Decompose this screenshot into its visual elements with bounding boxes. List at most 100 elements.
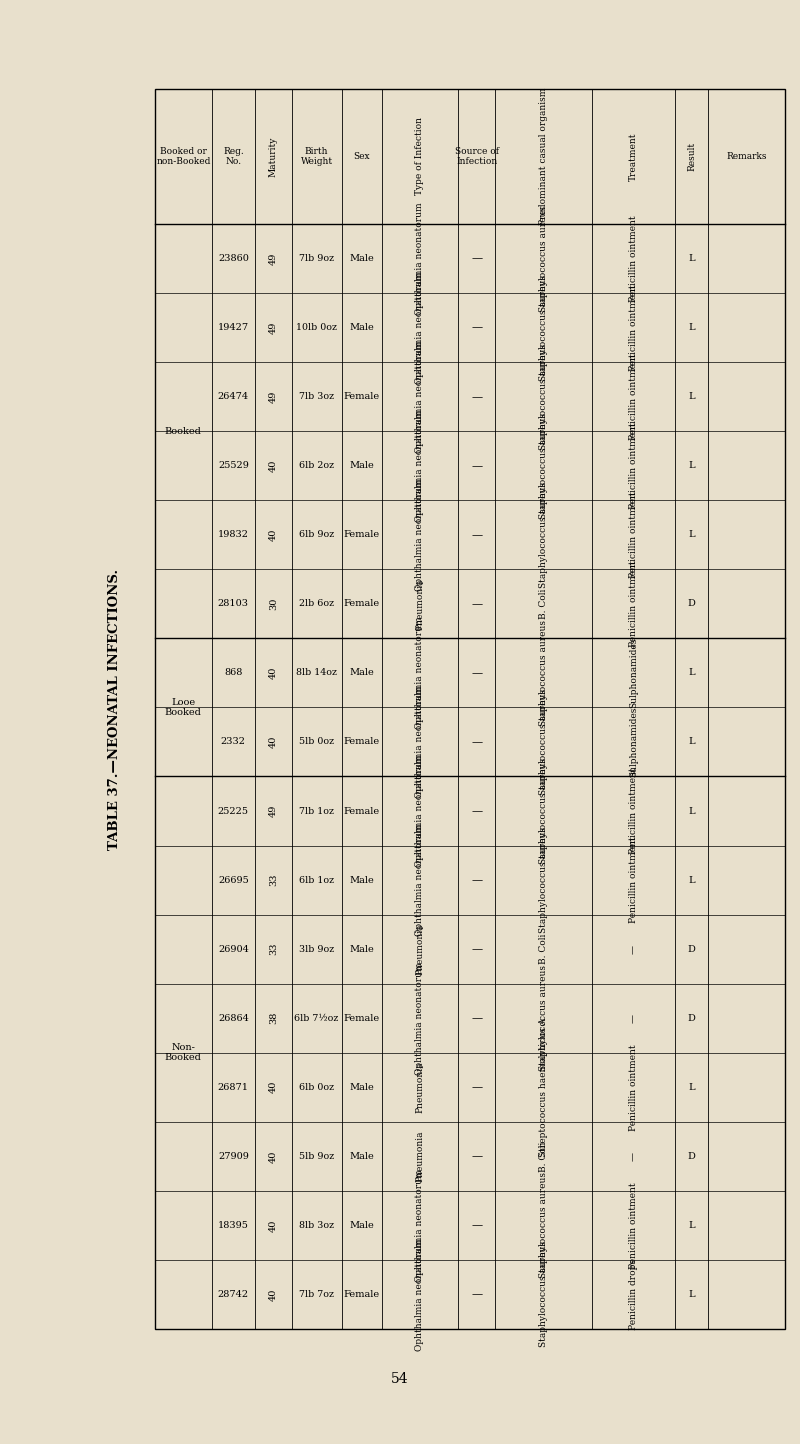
Text: Penicillin ointment: Penicillin ointment	[629, 1183, 638, 1269]
Text: Remarks: Remarks	[726, 152, 767, 160]
Text: D: D	[688, 599, 696, 608]
Text: L: L	[688, 1289, 695, 1300]
Text: —: —	[471, 669, 482, 677]
Text: 30: 30	[269, 598, 278, 609]
Text: Staphylococcus aureus: Staphylococcus aureus	[539, 413, 548, 518]
Text: 38: 38	[269, 1012, 278, 1024]
Text: Staphylococcus aureus: Staphylococcus aureus	[539, 965, 548, 1071]
Text: Male: Male	[350, 323, 374, 332]
Text: 6lb 7½oz: 6lb 7½oz	[294, 1014, 339, 1022]
Text: —: —	[471, 391, 482, 401]
Text: Female: Female	[344, 599, 380, 608]
Text: Sulphonamides: Sulphonamides	[629, 638, 638, 708]
Text: D: D	[688, 1152, 696, 1161]
Text: Reg.
No.: Reg. No.	[223, 147, 244, 166]
Text: 40: 40	[269, 1082, 278, 1093]
Text: L: L	[688, 393, 695, 401]
Text: Penicillin ointment: Penicillin ointment	[629, 491, 638, 578]
Text: 49: 49	[269, 322, 278, 334]
Text: L: L	[688, 669, 695, 677]
Text: Staphylococcus aureus: Staphylococcus aureus	[539, 619, 548, 726]
Text: Type of Infection: Type of Infection	[415, 117, 425, 195]
Text: —: —	[471, 1014, 482, 1024]
Text: 40: 40	[269, 1151, 278, 1162]
Text: Ophthalmia neonatorum: Ophthalmia neonatorum	[415, 686, 425, 799]
Text: Ophthalmia neonatorum: Ophthalmia neonatorum	[415, 1238, 425, 1350]
Text: L: L	[688, 738, 695, 747]
Text: —: —	[471, 461, 482, 471]
Text: Penicillin ointment: Penicillin ointment	[629, 354, 638, 440]
Text: 19832: 19832	[218, 530, 249, 539]
Text: 19427: 19427	[218, 323, 249, 332]
Text: Booked or
non-Booked: Booked or non-Booked	[156, 147, 210, 166]
Text: 23860: 23860	[218, 254, 249, 263]
Text: Male: Male	[350, 1083, 374, 1092]
Text: Ophthalmia neonatorum: Ophthalmia neonatorum	[415, 1170, 425, 1282]
Text: 33: 33	[269, 943, 278, 956]
Text: —: —	[629, 944, 638, 953]
Text: —: —	[471, 599, 482, 609]
Text: Staphylococcus aureus: Staphylococcus aureus	[539, 758, 548, 864]
Text: Male: Male	[350, 254, 374, 263]
Text: L: L	[688, 323, 695, 332]
Text: Ophthalmia neonatorum: Ophthalmia neonatorum	[415, 962, 425, 1074]
Text: —: —	[629, 1152, 638, 1161]
Text: Treatment: Treatment	[629, 133, 638, 180]
Text: Non-
Booked: Non- Booked	[165, 1043, 202, 1063]
Text: 6lb 9oz: 6lb 9oz	[299, 530, 334, 539]
Text: Ophthalmia neonatorum: Ophthalmia neonatorum	[415, 410, 425, 523]
Text: 26904: 26904	[218, 944, 249, 953]
Text: Sulphonamides: Sulphonamides	[629, 706, 638, 777]
Text: 40: 40	[269, 1288, 278, 1301]
Text: Pneumonia: Pneumonia	[415, 923, 425, 975]
Text: Pneumonia: Pneumonia	[415, 1131, 425, 1183]
Text: Booked: Booked	[165, 426, 202, 436]
Text: Penicillin drops: Penicillin drops	[629, 1259, 638, 1330]
Text: Staphylococcus aureus: Staphylococcus aureus	[539, 274, 548, 381]
Text: Penicillin ointment: Penicillin ointment	[629, 836, 638, 923]
Text: Female: Female	[344, 1014, 380, 1022]
Text: 5lb 9oz: 5lb 9oz	[299, 1152, 334, 1161]
Text: 40: 40	[269, 529, 278, 542]
Text: 54: 54	[391, 1372, 409, 1386]
Text: D: D	[688, 1014, 696, 1022]
Text: Streptococcus haemolyticus A: Streptococcus haemolyticus A	[539, 1018, 548, 1157]
Text: —: —	[629, 1014, 638, 1022]
Text: Staphylococcus aureus: Staphylococcus aureus	[539, 827, 548, 933]
Text: 26695: 26695	[218, 875, 249, 885]
Text: Female: Female	[344, 807, 380, 816]
Text: 10lb 0oz: 10lb 0oz	[296, 323, 337, 332]
Text: 25225: 25225	[218, 807, 249, 816]
Text: —: —	[471, 322, 482, 332]
Text: Staphylococcus aureus: Staphylococcus aureus	[539, 1242, 548, 1347]
Text: Birth
Weight: Birth Weight	[301, 147, 333, 166]
Text: Male: Male	[350, 461, 374, 471]
Text: Male: Male	[350, 1222, 374, 1230]
Text: Male: Male	[350, 875, 374, 885]
Text: Male: Male	[350, 944, 374, 953]
Text: —: —	[471, 530, 482, 540]
Text: —: —	[471, 1289, 482, 1300]
Text: Maturity: Maturity	[269, 136, 278, 176]
Text: Female: Female	[344, 530, 380, 539]
Text: Penicillin ointment: Penicillin ointment	[629, 560, 638, 647]
Text: 28103: 28103	[218, 599, 249, 608]
Text: Ophthalmia neonatorum: Ophthalmia neonatorum	[415, 341, 425, 453]
Text: 25529: 25529	[218, 461, 249, 471]
Text: Penicillin ointment: Penicillin ointment	[629, 423, 638, 510]
Text: Penicillin ointment: Penicillin ointment	[629, 215, 638, 302]
Text: —: —	[471, 736, 482, 747]
Text: Female: Female	[344, 1289, 380, 1300]
Text: Penicillin ointment: Penicillin ointment	[629, 768, 638, 855]
Text: Result: Result	[687, 142, 696, 170]
Text: 6lb 1oz: 6lb 1oz	[299, 875, 334, 885]
Text: Staphylococcus aureus: Staphylococcus aureus	[539, 482, 548, 588]
Text: L: L	[688, 1222, 695, 1230]
Text: L: L	[688, 530, 695, 539]
Text: L: L	[688, 461, 695, 471]
Text: Sex: Sex	[354, 152, 370, 160]
Text: 868: 868	[224, 669, 242, 677]
Text: 3lb 9oz: 3lb 9oz	[299, 944, 334, 953]
Text: Ophthalmia neonatorum: Ophthalmia neonatorum	[415, 478, 425, 591]
Text: Staphylococcus aureus: Staphylococcus aureus	[539, 205, 548, 312]
